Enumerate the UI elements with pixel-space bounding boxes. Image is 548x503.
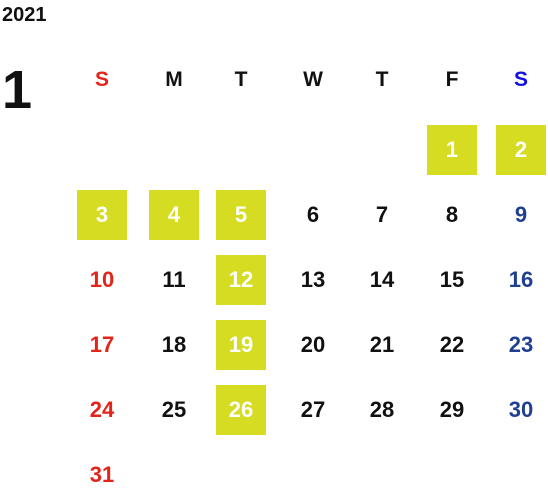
weekday-label: S: [513, 68, 528, 91]
day: 9: [514, 202, 528, 227]
weekday-label: T: [375, 68, 389, 91]
day: 1: [427, 125, 477, 175]
day: 31: [89, 462, 115, 487]
day: 27: [300, 397, 326, 422]
day: 30: [508, 397, 534, 422]
day: 18: [161, 332, 187, 357]
day: 20: [300, 332, 326, 357]
weekday-label: W: [303, 68, 323, 91]
day: 22: [439, 332, 465, 357]
year: 2021: [2, 4, 47, 26]
day: 25: [161, 397, 187, 422]
day: 6: [306, 202, 320, 227]
day: 23: [508, 332, 534, 357]
day: 3: [77, 190, 127, 240]
day: 17: [89, 332, 115, 357]
weekday-label: F: [445, 68, 459, 91]
day: 15: [439, 267, 465, 292]
day: 14: [369, 267, 395, 292]
day: 7: [375, 202, 389, 227]
month: 1: [2, 60, 33, 120]
day: 21: [369, 332, 395, 357]
weekday-label: S: [94, 68, 109, 91]
day: 8: [445, 202, 459, 227]
weekday-label: T: [234, 68, 248, 91]
day: 4: [149, 190, 199, 240]
day: 12: [216, 255, 266, 305]
day: 28: [369, 397, 395, 422]
day: 26: [216, 385, 266, 435]
weekday-label: M: [165, 68, 183, 91]
day: 11: [162, 267, 186, 292]
day: 29: [439, 397, 465, 422]
day: 24: [89, 397, 115, 422]
day: 10: [89, 267, 115, 292]
day: 13: [300, 267, 326, 292]
day: 2: [496, 125, 546, 175]
day: 5: [216, 190, 266, 240]
day: 16: [508, 267, 534, 292]
day: 19: [216, 320, 266, 370]
